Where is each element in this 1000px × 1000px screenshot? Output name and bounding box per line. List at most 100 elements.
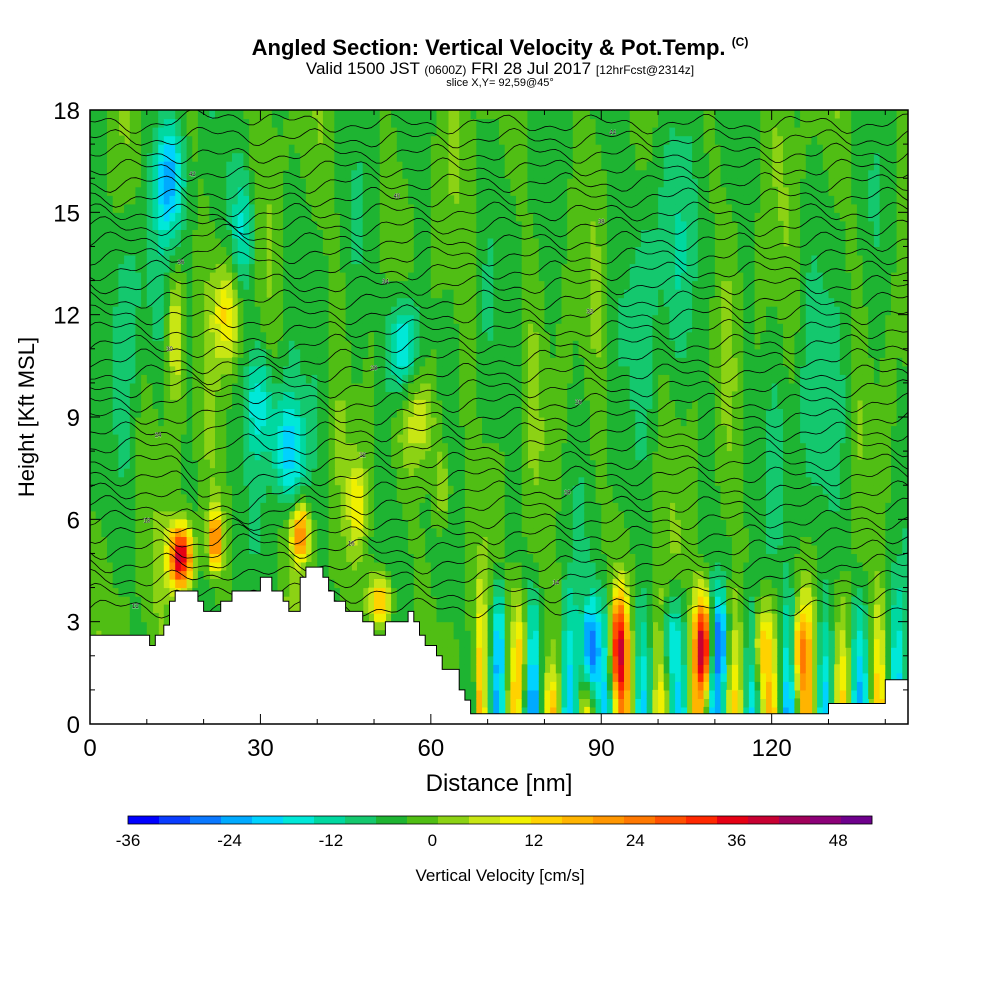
velocity-cell — [300, 434, 307, 444]
velocity-cell — [277, 536, 284, 546]
velocity-cell — [260, 485, 267, 495]
velocity-cell — [408, 374, 415, 384]
velocity-cell — [493, 417, 500, 427]
velocity-cell — [90, 596, 97, 606]
velocity-cell — [90, 459, 97, 469]
velocity-cell — [95, 459, 102, 469]
velocity-cell — [487, 442, 494, 452]
velocity-cell — [129, 110, 137, 120]
velocity-cell — [237, 118, 244, 128]
velocity-cell — [141, 519, 148, 529]
velocity-cell — [186, 186, 193, 196]
velocity-cell — [374, 408, 381, 418]
velocity-cell — [124, 570, 131, 580]
velocity-cell — [499, 297, 506, 307]
velocity-cell — [391, 451, 398, 461]
velocity-cell — [408, 135, 415, 145]
velocity-cell — [249, 408, 256, 418]
velocity-cell — [203, 195, 210, 205]
velocity-cell — [215, 289, 222, 299]
velocity-cell — [158, 306, 165, 316]
velocity-cell — [391, 118, 398, 128]
velocity-cell — [135, 493, 142, 503]
velocity-cell — [95, 621, 102, 631]
velocity-cell — [436, 152, 443, 162]
velocity-cell — [294, 553, 301, 563]
velocity-cell — [232, 314, 239, 324]
velocity-cell — [271, 246, 279, 256]
velocity-cell — [379, 476, 386, 486]
velocity-cell — [396, 203, 404, 213]
velocity-cell — [209, 544, 216, 554]
velocity-cell — [209, 255, 216, 265]
velocity-cell — [129, 306, 137, 316]
velocity-cell — [107, 255, 114, 265]
velocity-cell — [317, 442, 324, 452]
velocity-cell — [271, 297, 279, 307]
velocity-cell — [226, 536, 233, 546]
velocity-cell — [334, 510, 341, 520]
velocity-cell — [408, 263, 415, 273]
velocity-cell — [430, 178, 438, 188]
velocity-cell — [163, 382, 171, 392]
velocity-cell — [209, 127, 216, 137]
velocity-cell — [464, 382, 472, 392]
velocity-cell — [328, 399, 335, 409]
velocity-cell — [277, 391, 284, 401]
velocity-cell — [175, 306, 182, 316]
velocity-cell — [260, 314, 267, 324]
velocity-cell — [249, 434, 256, 444]
velocity-cell — [260, 135, 267, 145]
velocity-cell — [300, 178, 307, 188]
velocity-cell — [237, 417, 244, 427]
velocity-cell — [476, 118, 483, 128]
velocity-cell — [186, 118, 193, 128]
velocity-cell — [90, 203, 97, 213]
velocity-cell — [288, 348, 296, 358]
velocity-cell — [197, 255, 205, 265]
velocity-cell — [322, 468, 330, 478]
velocity-cell — [237, 280, 244, 290]
velocity-cell — [379, 442, 386, 452]
velocity-cell — [294, 144, 301, 154]
velocity-cell — [470, 255, 477, 265]
velocity-cell — [442, 655, 449, 665]
velocity-cell — [510, 579, 517, 589]
velocity-cell — [277, 220, 284, 230]
velocity-cell — [101, 195, 108, 205]
velocity-cell — [504, 672, 511, 682]
velocity-cell — [430, 169, 438, 179]
velocity-cell — [374, 493, 381, 503]
velocity-cell — [510, 297, 517, 307]
velocity-cell — [322, 314, 330, 324]
velocity-cell — [186, 527, 193, 537]
velocity-cell — [266, 536, 273, 546]
velocity-cell — [482, 374, 489, 384]
velocity-cell — [368, 340, 375, 350]
velocity-cell — [283, 434, 290, 444]
velocity-cell — [476, 519, 483, 529]
velocity-cell — [95, 544, 102, 554]
velocity-cell — [152, 459, 159, 469]
velocity-cell — [447, 510, 455, 520]
velocity-cell — [249, 195, 256, 205]
velocity-cell — [129, 144, 137, 154]
velocity-cell — [186, 493, 193, 503]
velocity-cell — [419, 272, 426, 282]
velocity-cell — [339, 374, 347, 384]
velocity-cell — [215, 442, 222, 452]
velocity-cell — [482, 519, 489, 529]
velocity-cell — [464, 212, 472, 222]
velocity-cell — [510, 502, 517, 512]
velocity-cell — [124, 306, 131, 316]
velocity-cell — [237, 519, 244, 529]
velocity-cell — [226, 468, 233, 478]
velocity-cell — [334, 255, 341, 265]
velocity-cell — [300, 374, 307, 384]
velocity-cell — [232, 365, 239, 375]
velocity-cell — [124, 621, 131, 631]
velocity-cell — [283, 510, 290, 520]
velocity-cell — [271, 510, 279, 520]
chart-title: Angled Section: Vertical Velocity & Pot.… — [251, 35, 749, 60]
velocity-cell — [175, 459, 182, 469]
